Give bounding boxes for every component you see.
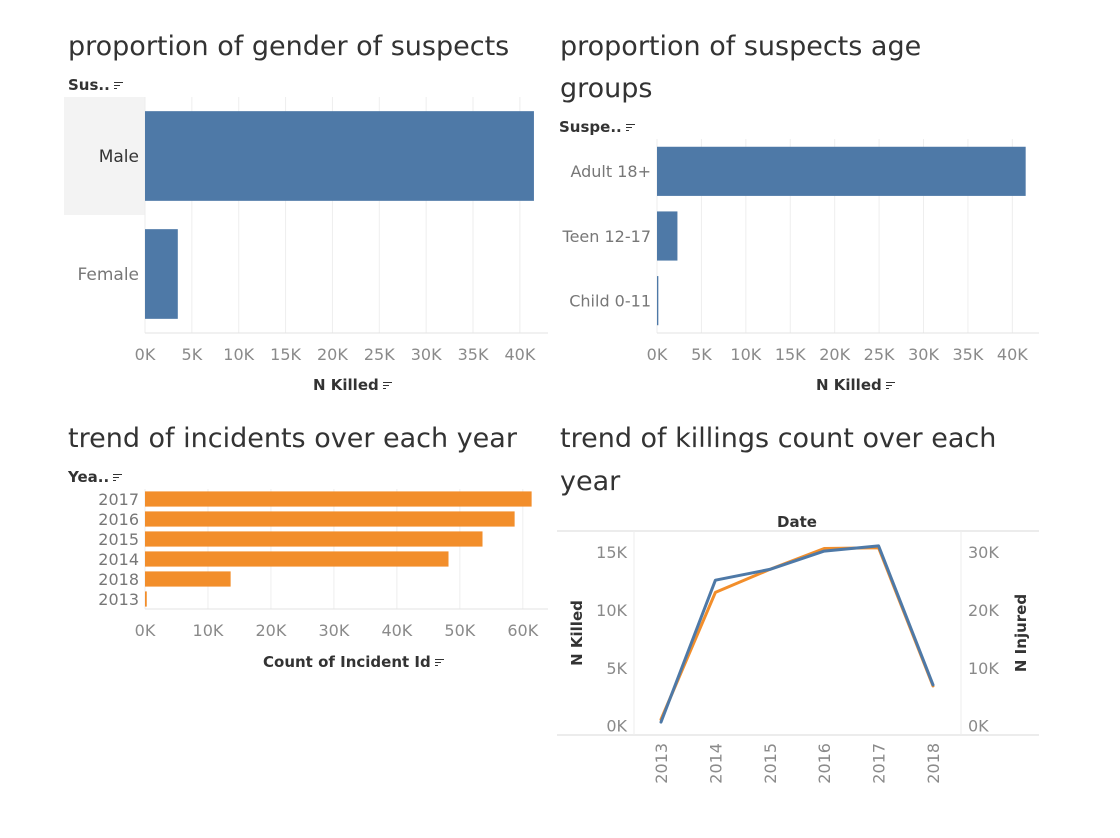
- incidents-x-axis-title[interactable]: Count of Incident Id: [263, 653, 444, 671]
- gender-panel: proportion of gender of suspects Sus.. N…: [0, 0, 560, 410]
- age-chart-title-line1: proportion of suspects age: [560, 31, 922, 62]
- gender-chart-title: proportion of gender of suspects: [68, 31, 510, 62]
- sort-icon[interactable]: [113, 81, 123, 90]
- incidents-chart-title: trend of incidents over each year: [68, 423, 517, 454]
- incidents-row-field-header[interactable]: Yea..: [68, 468, 123, 486]
- killings-panel: trend of killings count over each year: [550, 410, 1120, 838]
- sort-icon[interactable]: [382, 381, 392, 390]
- sort-icon[interactable]: [625, 123, 635, 132]
- killings-chart-title-line1: trend of killings count over each: [560, 423, 997, 454]
- age-panel: proportion of suspects age groups Suspe.…: [550, 0, 1120, 410]
- age-row-field-label: Suspe..: [559, 118, 622, 136]
- age-row-field-header[interactable]: Suspe..: [559, 118, 635, 136]
- incidents-row-field-label: Yea..: [68, 468, 110, 486]
- gender-x-axis-title[interactable]: N Killed: [313, 376, 392, 394]
- killings-chart-title-line2: year: [560, 466, 621, 497]
- sort-icon[interactable]: [434, 658, 444, 667]
- age-x-axis-label: N Killed: [816, 376, 882, 394]
- age-chart-title-line2: groups: [560, 73, 653, 104]
- sort-icon[interactable]: [113, 473, 123, 482]
- gender-x-axis-label: N Killed: [313, 376, 379, 394]
- sort-icon[interactable]: [885, 381, 895, 390]
- incidents-panel: trend of incidents over each year Yea.. …: [0, 410, 560, 838]
- incidents-x-axis-label: Count of Incident Id: [263, 653, 431, 671]
- gender-row-field-header[interactable]: Sus..: [68, 76, 123, 94]
- gender-row-field-label: Sus..: [68, 76, 110, 94]
- age-x-axis-title[interactable]: N Killed: [816, 376, 895, 394]
